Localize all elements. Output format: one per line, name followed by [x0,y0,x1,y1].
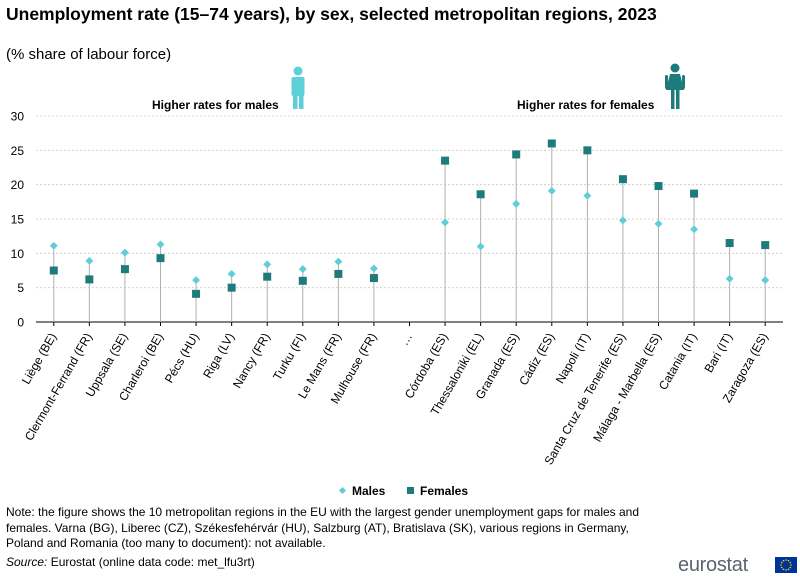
x-tick-label: Turku (FI) [270,330,308,382]
point-females [49,266,58,275]
point-males [298,265,307,274]
chart-title: Unemployment rate (15–74 years), by sex,… [6,4,657,24]
y-tick-label: 25 [11,144,25,158]
point-males [476,242,485,251]
point-females [227,283,236,292]
chart-subtitle: (% share of labour force) [6,46,172,63]
legend-females-label: Females [420,484,468,498]
point-males [441,218,450,227]
point-males [725,274,734,283]
point-males [690,225,699,234]
point-females [192,289,201,298]
point-females [512,150,521,159]
point-females [725,239,734,248]
point-females [761,241,770,250]
female-figure-icon [665,63,685,109]
x-tick-label: Clermont-Ferrand (FR) [22,330,95,443]
point-males [49,241,58,250]
point-females [547,139,556,148]
point-males [512,199,521,208]
point-females [690,189,699,198]
source-text: Eurostat (online data code: met_lfu3rt) [47,555,255,569]
legend: Males Females [338,484,468,498]
y-tick-label: 30 [11,110,25,124]
eurostat-logo-text: eurostat [678,554,748,576]
y-tick-label: 0 [17,316,24,330]
point-males [227,269,236,278]
point-males [192,276,201,285]
point-males [85,256,94,265]
point-females [85,275,94,284]
point-males [263,260,272,269]
annotation-higher-males: Higher rates for males [152,98,279,112]
y-tick-label: 20 [11,178,25,192]
point-females [441,156,450,165]
annotation-higher-females: Higher rates for females [517,98,655,112]
point-males [583,191,592,200]
eu-flag-icon [775,557,797,573]
x-tick-label: Nancy (FR) [230,331,273,391]
x-tick-label: … [397,331,415,348]
x-tick-label: Cádiz (ES) [516,330,557,387]
point-females [263,272,272,281]
x-tick-label: Riga (LV) [200,331,237,381]
x-tick-label: Bari (IT) [701,331,735,376]
point-females [156,254,165,263]
point-males [369,264,378,273]
point-males [618,216,627,225]
male-figure-icon [291,66,305,109]
source-line: Source: Eurostat (online data code: met_… [6,555,255,569]
y-tick-label: 10 [11,247,25,261]
source-label: Source: [6,555,48,569]
x-tick-label: Pécs (HU) [162,331,202,386]
y-tick-label: 15 [11,213,25,227]
footnote: Note: the figure shows the 10 metropolit… [6,505,640,550]
x-tick-label: Napoli (IT) [553,331,593,387]
point-females [476,190,485,199]
x-tick-label: Liège (BE) [19,331,59,387]
point-females [583,146,592,155]
point-females [369,274,378,283]
point-males [334,257,343,266]
point-females [618,175,627,184]
point-females [654,182,663,191]
y-tick-label: 5 [17,281,24,295]
x-tick-label: Málaga - Marbella (ES) [590,330,664,444]
point-females [120,265,129,274]
point-females [334,269,343,278]
legend-females-marker [407,487,414,494]
legend-males-label: Males [352,484,386,498]
point-males [156,240,165,249]
legend-males-marker [338,486,347,495]
point-males [547,186,556,195]
point-males [761,276,770,285]
point-females [298,276,307,285]
point-males [654,219,663,228]
point-males [120,248,129,257]
chart-svg: 0 5 10 15 20 25 30 Liège (BE)Clermont-Ferrand … [11,63,783,498]
